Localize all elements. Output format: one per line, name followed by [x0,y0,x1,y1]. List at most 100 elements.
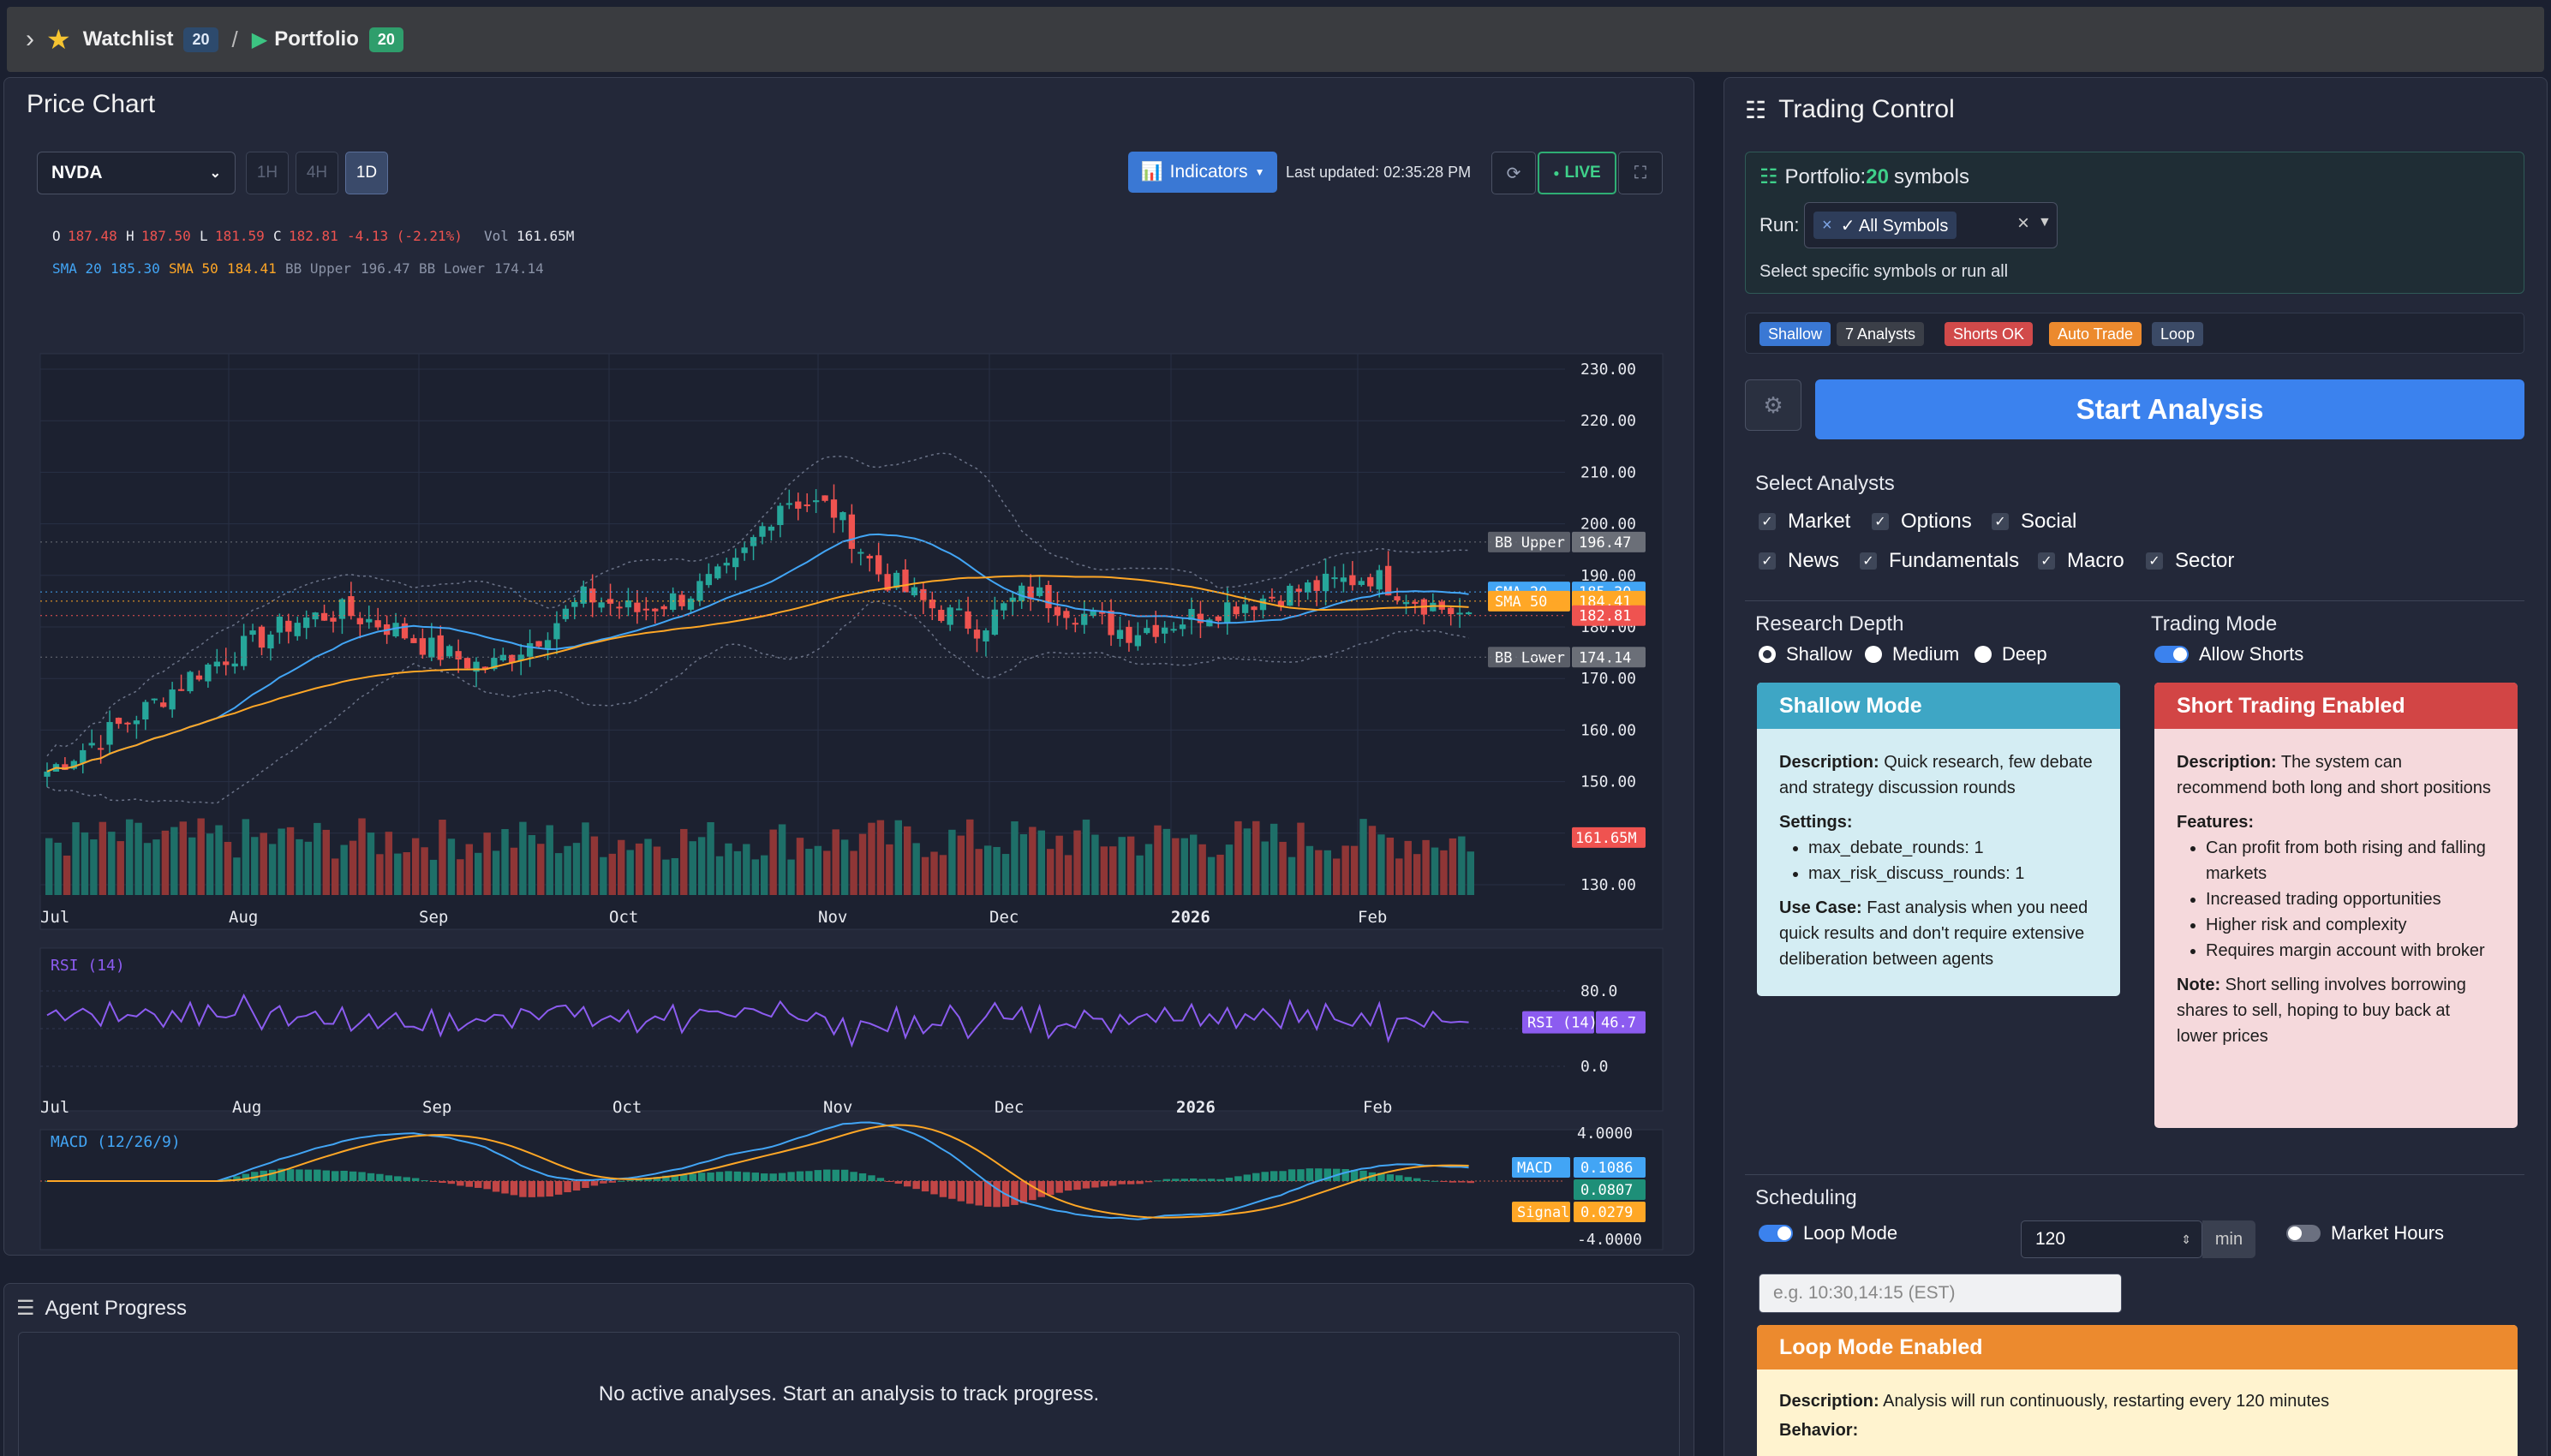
macd-hist-bar [1154,1180,1162,1182]
dropdown-arrow-icon[interactable]: ▼ [2038,215,2052,230]
volume-bar [1431,847,1439,895]
macd-hist-bar [1216,1179,1224,1181]
note-text: Short selling involves borrowing shares … [2177,976,2466,1046]
candle-body [1215,616,1222,621]
chip-shorts: Shorts OK [1945,322,2034,346]
macd-hist-bar [1144,1181,1153,1183]
market-hours-toggle[interactable]: Market Hours [2286,1222,2444,1244]
watchlist-label[interactable]: Watchlist [82,27,174,51]
interval-value: 120 [2035,1229,2066,1249]
macd-hist-bar [921,1181,929,1192]
macd-hist-bar [376,1173,384,1181]
macd-hist-bar [1252,1173,1260,1181]
macd-hist-bar [394,1176,402,1181]
macd-hist-bar [439,1181,446,1184]
refresh-icon: ⟳ [1506,164,1521,183]
remove-tag-icon[interactable]: × [1822,215,1832,235]
volume-bar [546,825,553,895]
chart-canvas[interactable]: O 187.48 H 187.50 L 181.59 C 182.81 -4.13 (-2.21… [4,203,1695,1256]
rsi-tag-value: 46.7 [1601,1015,1636,1032]
allow-shorts-toggle[interactable]: Allow Shorts [2154,643,2303,665]
depth-shallow-radio[interactable]: Shallow [1759,643,1852,665]
volume-bar [1395,858,1403,895]
chevron-right-icon[interactable]: › [26,25,34,53]
candle-body [723,563,730,566]
ohlc-o-value: 187.48 [68,228,117,244]
behavior-label: Behavior: [1779,1421,1859,1440]
candle-body [491,658,498,670]
card-title: Shallow Mode [1757,683,2120,729]
analyst-fundamentals-checkbox[interactable]: ✓ Fundamentals [1860,549,2019,573]
loop-mode-toggle[interactable]: Loop Mode [1759,1222,1897,1244]
volume-bar [116,841,124,895]
symbol-select[interactable]: NVDA ⌄ [37,152,236,194]
card-body: Description: Analysis will run continuou… [1757,1369,2518,1456]
analyst-macro-checkbox[interactable]: ✓ Macro [2038,549,2124,573]
macd-hist-bar [1315,1168,1323,1181]
volume-bar [1109,846,1117,895]
macd-hist-bar [697,1173,706,1181]
schedule-times-input[interactable]: e.g. 10:30,14:15 (EST) [1759,1274,2122,1313]
candle-body [142,701,149,720]
candle-body [1295,588,1302,592]
analyst-news-checkbox[interactable]: ✓ News [1759,549,1839,573]
list-icon: ☰ [16,1297,35,1320]
radio-icon [1974,646,1992,663]
candle-body [1162,627,1168,634]
timeframe-1d-button[interactable]: 1D [345,152,388,194]
stepper-icon[interactable]: ⇕ [2181,1232,2191,1246]
candle-body [624,600,632,608]
bb-upper-tag-name-bg [1488,531,1570,552]
macd-hist-bar [983,1181,992,1207]
macd-hist-bar [689,1173,696,1181]
indicators-button[interactable]: 📊 Indicators ▼ [1128,152,1277,193]
rsi-x-label: Feb [1363,1098,1392,1117]
clear-icon[interactable]: × [2017,212,2030,235]
candle-body [1134,635,1142,647]
depth-medium-radio[interactable]: Medium [1865,643,1959,665]
volume-bar [492,850,500,895]
candle-body [714,566,721,579]
macd-hist-bar [743,1172,750,1181]
indicators-label: Indicators [1169,162,1248,182]
candle-body [392,623,399,637]
all-symbols-tag[interactable]: × ✓ All Symbols [1813,212,1957,239]
volume-bar [242,819,250,895]
macd-hist-bar [1350,1169,1359,1181]
timeframe-4h-button[interactable]: 4H [296,152,338,194]
analyst-label: Sector [2175,549,2235,572]
refresh-button[interactable]: ⟳ [1491,152,1536,194]
analyst-sector-checkbox[interactable]: ✓ Sector [2146,549,2234,573]
analyst-options-checkbox[interactable]: ✓ Options [1872,510,1972,534]
start-analysis-button[interactable]: Start Analysis [1815,379,2524,439]
run-symbols-select[interactable]: × ✓ All Symbols × ▼ [1804,202,2058,248]
card-body: Description: Quick research, few debate … [1757,729,2120,988]
live-toggle-button[interactable]: ● LIVE [1538,152,1616,194]
timeframe-1h-button[interactable]: 1H [246,152,289,194]
macd-hist-bar [554,1181,563,1195]
macd-hist-bar [1019,1181,1028,1203]
depth-deep-radio[interactable]: Deep [1974,643,2047,665]
analyst-market-checkbox[interactable]: ✓ Market [1759,510,1850,534]
analyst-social-checkbox[interactable]: ✓ Social [1992,510,2076,534]
volume-bar [796,838,804,895]
x-axis-label: Feb [1358,908,1387,927]
volume-bar [483,832,491,895]
interval-input[interactable]: 120 ⇕ [2021,1220,2202,1258]
candle-body [606,599,614,604]
macd-hist-bar [564,1181,571,1193]
gear-icon: ⚙ [1763,391,1783,418]
settings-button[interactable]: ⚙ [1745,379,1801,431]
macd-hist-bar [1243,1174,1252,1181]
volume-bar [1154,825,1162,895]
volume-bar [886,844,893,895]
fullscreen-button[interactable]: ⛶ [1618,152,1663,194]
bb-upper-tag-name: BB Upper [1495,534,1565,552]
portfolio-label[interactable]: Portfolio [274,27,359,51]
macd-hist-bar [608,1181,616,1183]
card-body: Description: The system can recommend bo… [2154,729,2518,1065]
candle-body [1305,582,1311,593]
macd-hist-bar [966,1181,974,1204]
check-icon: ✓ [1860,552,1877,570]
rsi-x-label: Nov [823,1098,852,1117]
